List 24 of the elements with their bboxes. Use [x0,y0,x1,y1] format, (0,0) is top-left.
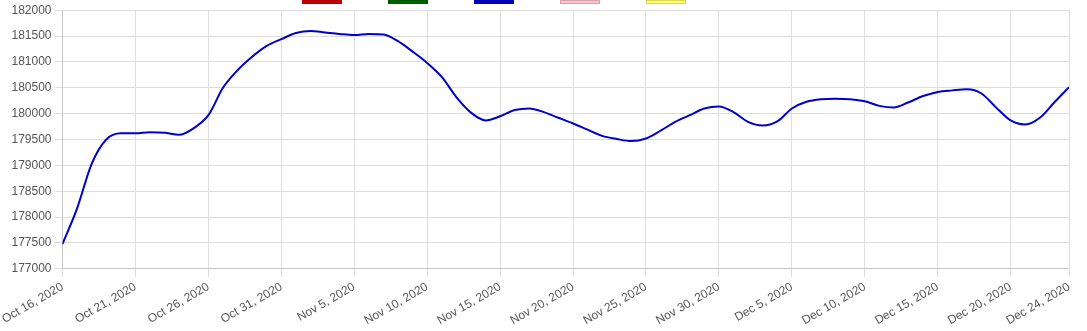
x-tick-label: Oct 16, 2020 [0,279,66,326]
y-tick-label: 182000 [11,2,52,17]
x-tick-label: Nov 20, 2020 [507,279,577,328]
y-tick-label: 179000 [11,157,52,172]
y-tick-label: 179500 [11,131,52,146]
y-tick-label: 178500 [11,183,52,198]
x-tick-label: Dec 5, 2020 [732,279,796,324]
y-tick-label: 181500 [11,28,52,43]
x-tick-label: Oct 26, 2020 [145,279,212,326]
y-tick-label: 180500 [11,80,52,95]
x-tick-label: Nov 25, 2020 [580,279,650,328]
x-tick-label: Nov 5, 2020 [294,279,358,324]
x-tick-label: Oct 31, 2020 [218,279,285,326]
x-tick-label: Oct 21, 2020 [72,279,139,326]
y-tick-label: 180000 [11,105,52,120]
y-tick-label: 178000 [11,209,52,224]
x-tick-label: Dec 10, 2020 [799,279,869,328]
x-tick-label: Nov 30, 2020 [653,279,723,328]
x-tick-label: Dec 15, 2020 [872,279,942,328]
y-tick-label: 177000 [11,261,52,276]
y-tick-label: 177500 [11,235,52,250]
x-tick-label: Nov 15, 2020 [434,279,504,328]
y-tick-label: 181000 [11,54,52,69]
x-tick-label: Nov 10, 2020 [361,279,431,328]
